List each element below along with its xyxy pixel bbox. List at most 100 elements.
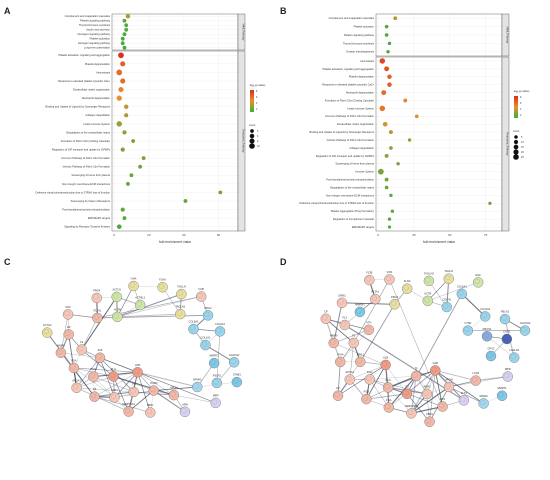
protein-node[interactable]: ITGB3 (149, 381, 159, 396)
protein-node[interactable]: GOLPH2 (520, 321, 531, 336)
node-circle (365, 374, 375, 384)
protein-node[interactable]: COL6A2 (480, 307, 491, 322)
protein-node[interactable]: CHIT1 (502, 330, 512, 345)
protein-node[interactable]: COL1A1 (200, 336, 211, 351)
protein-node[interactable]: MMRT1 (209, 354, 219, 369)
protein-node[interactable]: COL5A1 (188, 320, 199, 335)
protein-node[interactable]: ACTB (423, 291, 433, 306)
protein-node[interactable]: PLG (108, 367, 118, 382)
protein-node[interactable]: FGG (365, 370, 375, 385)
node-circle (364, 275, 374, 285)
protein-node[interactable]: AHSG (422, 384, 432, 399)
protein-node[interactable]: CTSD (463, 321, 473, 336)
protein-node[interactable]: ALB (95, 348, 105, 363)
protein-node[interactable]: APOA1 (72, 378, 82, 393)
protein-node[interactable]: FBN1 (425, 412, 435, 427)
protein-node[interactable]: COL6A1 (215, 322, 226, 337)
protein-node[interactable]: APM (180, 402, 190, 417)
protein-node[interactable]: TAGLN2 (175, 305, 186, 320)
node-circle (390, 299, 400, 309)
protein-node[interactable]: TF (411, 366, 421, 381)
protein-node[interactable]: F13B (364, 271, 374, 286)
protein-node[interactable]: MMRN1 (355, 302, 365, 317)
protein-node[interactable]: ORM1 (337, 293, 347, 308)
protein-node[interactable]: MPR (211, 393, 221, 408)
term-label: Long-term potentiation (84, 46, 111, 50)
protein-node[interactable]: F12 (340, 316, 350, 331)
protein-node[interactable]: VTN (364, 320, 374, 335)
protein-node[interactable]: PROS1 (482, 327, 492, 342)
protein-node[interactable]: PSLR2 (212, 373, 222, 388)
protein-node[interactable]: APOA1 (345, 370, 355, 385)
enrichment-point (123, 32, 127, 36)
protein-node[interactable]: FGA (69, 358, 79, 373)
protein-node[interactable]: MMP9 (329, 334, 339, 349)
protein-node[interactable]: SPARC (192, 378, 202, 393)
color-legend-tick: 4 (520, 108, 522, 111)
panel-letter-c: C (4, 257, 11, 267)
protein-node[interactable]: TAGLN (176, 285, 186, 300)
node-label: COL5A1 (189, 320, 200, 324)
protein-node[interactable]: A2M (430, 361, 440, 376)
protein-node[interactable]: SPARC (479, 394, 489, 409)
protein-node[interactable]: MMRT1 (497, 386, 507, 401)
protein-node[interactable]: ACTG2 (42, 323, 52, 338)
protein-node[interactable]: TAGLN (444, 269, 454, 284)
protein-node[interactable]: ACTBL2 (135, 295, 145, 310)
protein-node[interactable]: MMP9 (56, 343, 66, 358)
protein-node[interactable]: PLG (383, 378, 393, 393)
protein-node[interactable]: SERPINC1 (405, 404, 419, 419)
node-circle (361, 394, 371, 404)
protein-node[interactable]: KNG1 (355, 352, 365, 367)
protein-node[interactable]: APOH (444, 377, 454, 392)
protein-node[interactable]: MPR (503, 367, 513, 382)
protein-node[interactable]: SPP1 (109, 388, 119, 403)
protein-node[interactable]: GOLPH2 (229, 353, 240, 368)
protein-node[interactable]: LGALS3 (509, 348, 519, 363)
protein-node[interactable]: VWF (384, 270, 394, 285)
protein-node[interactable]: HP (333, 386, 343, 401)
node-label: F2 (80, 340, 84, 344)
protein-node[interactable]: FLNA (158, 278, 168, 293)
protein-node[interactable]: FBN1 (145, 403, 155, 418)
protein-node[interactable]: CDC (63, 305, 73, 320)
node-label: APOA1 (345, 370, 354, 374)
protein-node[interactable]: PRG2 (203, 306, 213, 321)
protein-node[interactable]: APOH (169, 386, 179, 401)
protein-node[interactable]: A2M (133, 363, 143, 378)
protein-node[interactable]: ACTN1 (112, 287, 122, 302)
protein-node[interactable]: GNA (128, 276, 138, 291)
protein-node[interactable]: CP (321, 309, 331, 324)
protein-node[interactable]: FLT3 (459, 391, 469, 406)
protein-node[interactable]: CDC42 (442, 298, 452, 313)
node-circle (355, 307, 365, 317)
enrichment-point (388, 217, 391, 220)
protein-node[interactable]: PRG4 (92, 288, 102, 303)
protein-node[interactable]: PRG4 (390, 295, 400, 310)
enrichment-point (385, 33, 388, 36)
protein-node[interactable]: FBLN1 (500, 310, 510, 325)
protein-node[interactable]: STAB1 (232, 373, 242, 388)
protein-node[interactable]: FGA (384, 398, 394, 413)
enrichment-point (389, 130, 393, 134)
protein-node[interactable]: FGB (196, 287, 206, 302)
protein-node[interactable]: ITIH4 (335, 352, 345, 367)
protein-node[interactable]: F13A1 (92, 308, 102, 323)
node-label: TAGLN (445, 269, 454, 273)
protein-node[interactable]: F2 (349, 333, 359, 348)
protein-node[interactable]: COL6A1 (457, 284, 468, 299)
node-circle (56, 348, 66, 358)
protein-node[interactable]: FGB (361, 390, 371, 405)
protein-node[interactable]: F13A1 (370, 290, 380, 305)
protein-node[interactable]: SERPINA1 (122, 402, 135, 417)
protein-node[interactable]: ALB (381, 355, 391, 370)
protein-node[interactable]: GPX3 (486, 346, 496, 361)
protein-node[interactable]: FLNA (402, 279, 412, 294)
protein-node[interactable]: EGF (473, 273, 483, 288)
term-label: Thyroid hormone synthesis (79, 23, 111, 27)
node-label: ACTN1 (112, 287, 121, 291)
protein-node[interactable]: TAGLN2 (424, 271, 435, 286)
protein-node[interactable]: HP (64, 325, 74, 340)
protein-node[interactable]: LCN2 (471, 371, 481, 386)
protein-node[interactable]: HPX (438, 397, 448, 412)
